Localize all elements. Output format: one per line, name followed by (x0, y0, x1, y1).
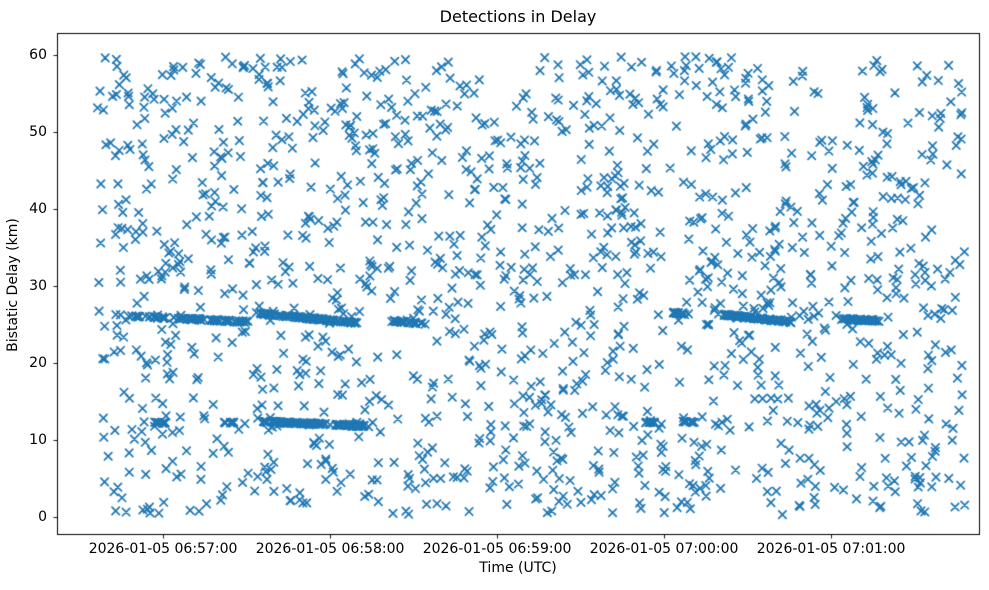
y-tick-label: 60 (29, 47, 47, 64)
x-axis-label: Time (UTC) (479, 560, 557, 576)
chart-title: Detections in Delay (439, 7, 597, 26)
x-tick-label: 2026-01-05 06:57:00 (88, 541, 238, 557)
x-tick-label: 2026-01-05 07:01:00 (756, 541, 906, 557)
y-tick-label: 40 (29, 201, 47, 217)
x-tick-label: 2026-01-05 06:59:00 (422, 541, 572, 557)
x-tick-label: 2026-01-05 07:00:00 (589, 541, 739, 557)
y-tick-label: 10 (29, 431, 47, 448)
y-tick-label: 20 (29, 354, 47, 371)
y-tick-label: 50 (29, 124, 47, 140)
y-tick-label: 30 (29, 278, 47, 294)
y-tick-label: 0 (38, 508, 47, 525)
x-tick-label: 2026-01-05 06:58:00 (255, 541, 405, 557)
